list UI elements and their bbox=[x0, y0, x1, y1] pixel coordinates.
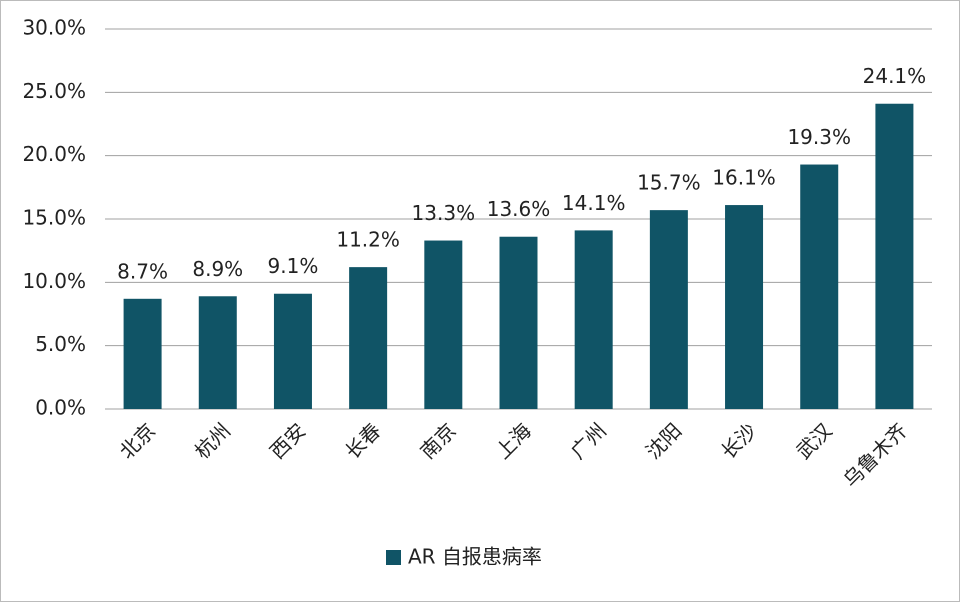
bar bbox=[499, 236, 538, 409]
bar bbox=[123, 298, 162, 409]
bar bbox=[349, 267, 388, 409]
y-tick-label: 25.0% bbox=[22, 79, 86, 103]
bar bbox=[273, 293, 312, 409]
data-label: 19.3% bbox=[787, 125, 851, 149]
y-tick-label: 15.0% bbox=[22, 206, 86, 230]
bar bbox=[725, 205, 764, 409]
data-label: 16.1% bbox=[712, 166, 776, 190]
y-tick-label: 30.0% bbox=[22, 16, 86, 40]
bar bbox=[649, 210, 688, 409]
legend-swatch bbox=[386, 550, 401, 565]
y-tick-label: 10.0% bbox=[22, 269, 86, 293]
y-tick-label: 5.0% bbox=[35, 332, 86, 356]
legend-label: AR 自报患病率 bbox=[408, 545, 542, 569]
bar bbox=[424, 240, 463, 409]
data-label: 11.2% bbox=[336, 228, 400, 252]
data-label: 14.1% bbox=[562, 191, 626, 215]
data-label: 13.6% bbox=[487, 197, 551, 221]
y-tick-label: 20.0% bbox=[22, 142, 86, 166]
bar bbox=[198, 296, 237, 409]
bar bbox=[875, 103, 914, 409]
data-label: 15.7% bbox=[637, 171, 701, 195]
data-label: 13.3% bbox=[412, 201, 476, 225]
bar bbox=[574, 230, 613, 409]
y-tick-label: 0.0% bbox=[35, 396, 86, 420]
bar bbox=[800, 164, 839, 409]
data-label: 9.1% bbox=[268, 254, 319, 278]
data-label: 8.9% bbox=[192, 257, 243, 281]
data-label: 24.1% bbox=[863, 64, 927, 88]
data-label: 8.7% bbox=[117, 259, 168, 283]
